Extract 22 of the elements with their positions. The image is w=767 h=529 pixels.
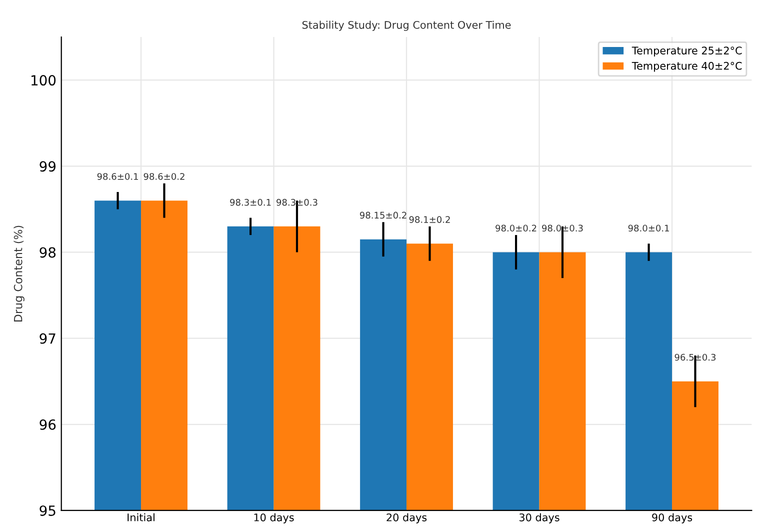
chart-title: Stability Study: Drug Content Over Time (302, 20, 511, 31)
y-tick-label: 100 (32, 75, 56, 86)
data-label: 98.6±0.1 (97, 173, 138, 180)
legend-label: Temperature 40±2°C (632, 62, 742, 72)
y-axis-title: Drug Content (%) (14, 226, 24, 322)
x-tick-label: 20 days (386, 513, 427, 524)
data-label: 98.15±0.2 (360, 212, 406, 219)
y-tick-label: 99 (40, 161, 56, 172)
y-tick-label: 95 (40, 505, 56, 516)
data-label: 98.1±0.2 (409, 216, 450, 223)
data-label: 98.3±0.1 (230, 198, 271, 206)
x-tick-label: 10 days (254, 513, 294, 524)
y-tick-label: 98 (40, 247, 56, 258)
x-tick-label: 30 days (519, 513, 560, 524)
x-tick-label: 90 days (652, 513, 692, 524)
data-label: 98.0±0.1 (628, 224, 669, 232)
legend-label: Temperature 25±2°C (632, 46, 742, 56)
x-tick-label: Initial (128, 513, 154, 522)
data-label: 98.6±0.2 (144, 173, 184, 180)
data-label: 98.0±0.2 (496, 224, 536, 232)
y-tick-label: 96 (40, 419, 56, 430)
y-tick-label: 97 (40, 333, 56, 344)
